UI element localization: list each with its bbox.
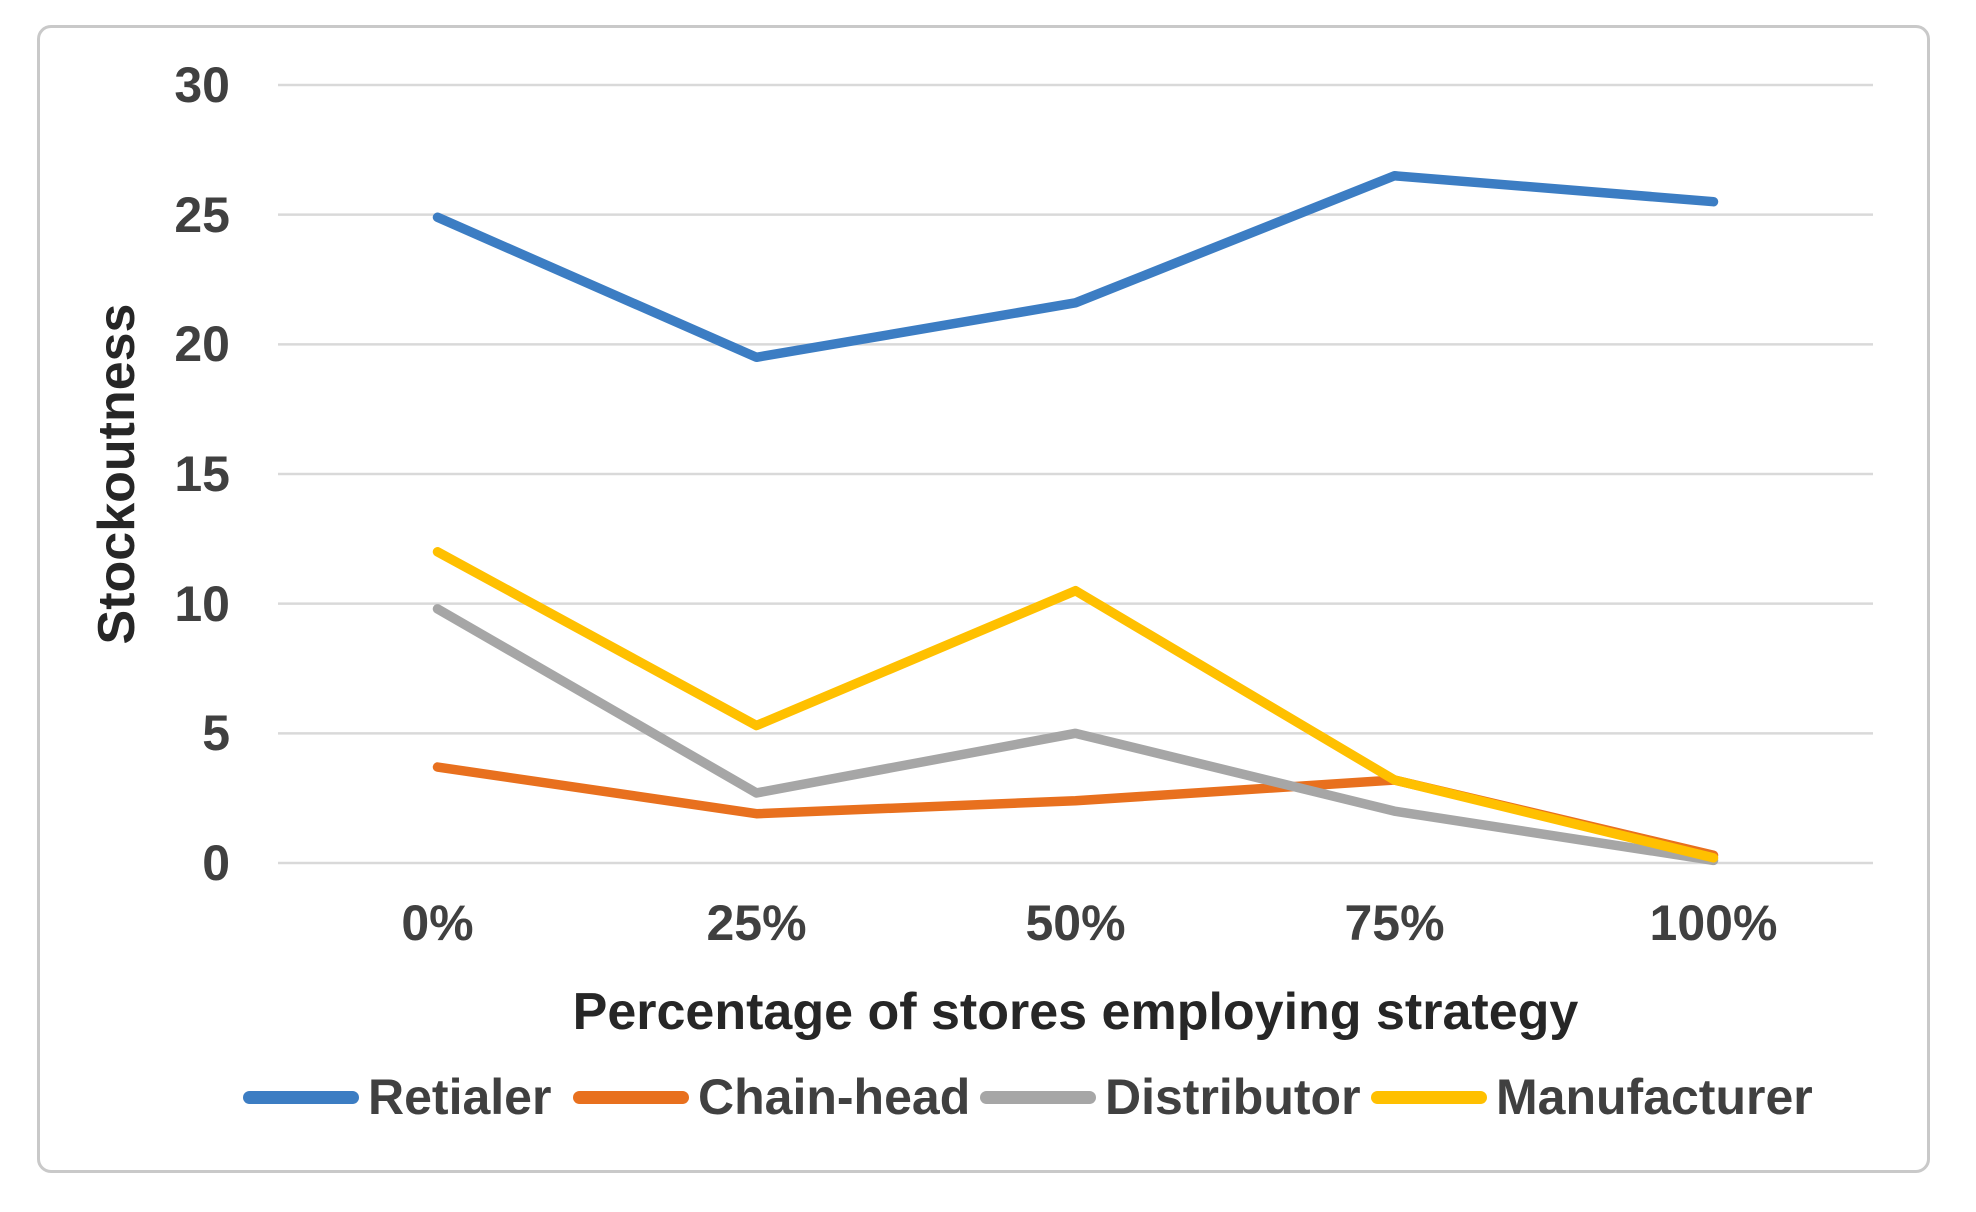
figure-border [37, 25, 1930, 1173]
legend-line-swatch [573, 1090, 689, 1104]
series-line-retialer [432, 171, 1719, 363]
y-tick-label: 30 [174, 57, 230, 113]
legend-label: Retialer [368, 1069, 552, 1125]
y-tick-label: 0 [202, 834, 230, 891]
legend-item: Distributor [980, 1069, 1361, 1125]
legend-label: Chain-head [698, 1069, 971, 1125]
y-tick-label: 20 [174, 316, 230, 373]
legend-line-swatch [980, 1090, 1096, 1104]
x-tick-label: 0% [401, 895, 474, 951]
legend-item: Manufacturer [1371, 1069, 1813, 1125]
series-line-manufacturer [432, 547, 1719, 863]
x-tick-label: 50% [1025, 895, 1126, 951]
legend-item: Retialer [243, 1069, 551, 1125]
y-axis-tick-labels: 30 25 20 15 10 5 0 [60, 59, 230, 889]
y-tick-label: 10 [174, 575, 230, 632]
chart-legend: Retialer Chain-head Distributor Manufact… [0, 1069, 1976, 1125]
x-axis-title: Percentage of stores employing strategy [572, 983, 1579, 1041]
legend-line-swatch [1371, 1090, 1487, 1104]
plot-svg [278, 83, 1873, 866]
x-axis-tick-labels: 0% 25% 50% 75% 100% [278, 897, 1873, 949]
plot-area [278, 83, 1873, 866]
legend-label: Distributor [1105, 1069, 1361, 1125]
y-tick-label: 25 [174, 186, 230, 243]
legend-item: Chain-head [573, 1069, 970, 1125]
series-line-distributor [432, 604, 1719, 866]
y-tick-label: 5 [202, 705, 230, 762]
x-tick-label: 75% [1344, 895, 1445, 951]
x-tick-label: 25% [706, 895, 807, 951]
legend-label: Manufacturer [1496, 1069, 1813, 1125]
legend-line-swatch [243, 1090, 359, 1104]
y-tick-label: 15 [174, 445, 230, 502]
x-tick-label: 100% [1649, 895, 1778, 951]
